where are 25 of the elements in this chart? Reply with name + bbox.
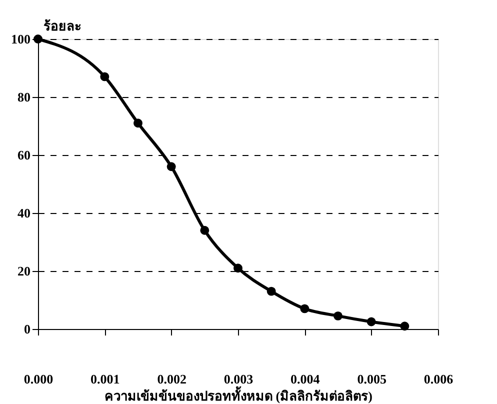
y-tick-label: 60 xyxy=(18,148,30,162)
x-tick-label: 0.003 xyxy=(224,372,254,386)
point xyxy=(200,226,210,235)
x-tick-label: 0.006 xyxy=(424,372,454,386)
y-tick-label: 0 xyxy=(24,322,30,336)
point xyxy=(134,118,142,128)
point xyxy=(400,322,410,331)
y-axis-title: ร้อยละ xyxy=(44,18,82,34)
y-tick-label: 20 xyxy=(18,264,30,278)
point xyxy=(334,311,342,320)
y-tick-label: 100 xyxy=(11,32,30,46)
x-tick-label: 0.004 xyxy=(290,372,320,386)
point xyxy=(166,162,176,172)
point xyxy=(366,317,376,326)
point xyxy=(100,72,110,82)
x-tick-label: 0.005 xyxy=(357,372,387,386)
point xyxy=(300,304,310,314)
point xyxy=(234,264,242,273)
y-tick-label: 80 xyxy=(18,90,30,104)
y-tick-label: 40 xyxy=(18,206,30,220)
x-tick-label: 0.000 xyxy=(24,372,54,386)
point xyxy=(266,286,276,296)
x-tick-label: 0.002 xyxy=(157,372,186,386)
x-axis-title: ความเข้มข้นของปรอททั้งหมด (มิลลิกรัมต่อลิตร) xyxy=(104,386,372,404)
x-tick-label: 0.001 xyxy=(90,372,120,386)
